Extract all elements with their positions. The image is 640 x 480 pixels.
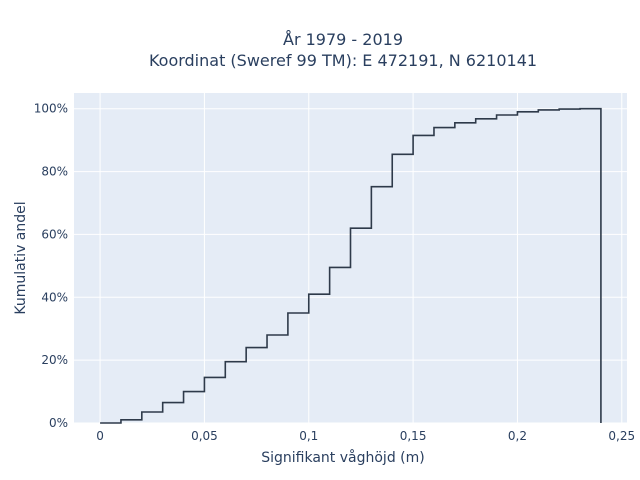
chart-title-line1: År 1979 - 2019 bbox=[283, 30, 403, 49]
y-axis-label: Kumulativ andel bbox=[13, 201, 29, 314]
x-tick-label: 0,05 bbox=[191, 429, 218, 443]
x-tick-label: 0 bbox=[96, 429, 104, 443]
y-tick-label: 0% bbox=[49, 416, 68, 430]
x-tick-label: 0,2 bbox=[508, 429, 527, 443]
chart-title-line2: Koordinat (Sweref 99 TM): E 472191, N 62… bbox=[149, 51, 537, 70]
x-axis-label: Signifikant våghöjd (m) bbox=[261, 449, 424, 466]
series-line bbox=[100, 107, 602, 424]
y-tick-label: 40% bbox=[41, 290, 68, 304]
y-tick-label: 60% bbox=[41, 227, 68, 241]
x-tick-label: 0,1 bbox=[299, 429, 318, 443]
tick-layer: 0 0,05 0,1 0,15 0,2 0,25 0% 20% 40% 60% 80% 100% bbox=[34, 102, 635, 443]
x-tick-label: 0,25 bbox=[608, 429, 635, 443]
x-tick-label: 0,15 bbox=[400, 429, 427, 443]
y-tick-label: 100% bbox=[34, 102, 68, 116]
y-tick-label: 20% bbox=[41, 353, 68, 367]
y-tick-label: 80% bbox=[41, 165, 68, 179]
